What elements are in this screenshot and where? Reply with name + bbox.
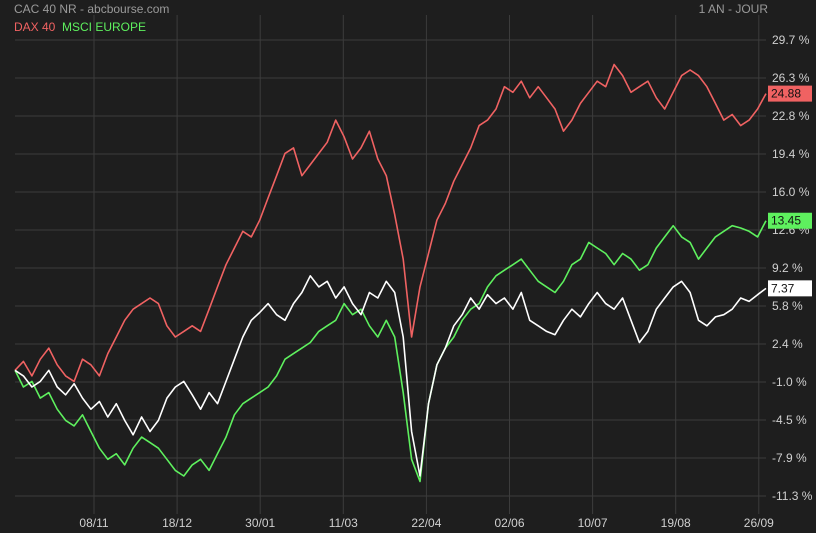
y-tick-label: 22.8 %	[772, 109, 810, 123]
y-axis-tick-labels: 29.7 %26.3 %22.8 %19.4 %16.0 %12.6 %9.2 …	[772, 33, 813, 503]
x-tick-label: 10/07	[578, 516, 608, 530]
y-tick-label: -1.0 %	[772, 375, 807, 389]
y-tick-label: 29.7 %	[772, 33, 810, 47]
x-tick-label: 08/11	[79, 516, 108, 530]
y-tick-label: 2.4 %	[772, 337, 803, 351]
series-line-1	[14, 63, 767, 383]
series-line-2	[14, 220, 767, 483]
last-value-badge-0: 7.37	[768, 280, 812, 297]
grid-lines	[15, 15, 766, 514]
last-value-badge-1: 24.88	[768, 85, 812, 102]
x-tick-label: 22/04	[411, 516, 441, 530]
last-value-label: 24.88	[771, 87, 801, 101]
x-axis-tick-labels: 08/11 18/12 30/01 11/03 22/04 02/06 10/07 19/08…	[79, 516, 774, 530]
y-tick-label: -11.3 %	[772, 489, 813, 503]
y-tick-label: 5.8 %	[772, 299, 803, 313]
legend-dax: DAX 40	[14, 20, 56, 34]
x-tick-label: 30/01	[245, 516, 275, 530]
y-tick-label: -7.9 %	[772, 451, 807, 465]
series-lines	[14, 63, 767, 483]
y-tick-label: 19.4 %	[772, 147, 810, 161]
y-tick-label: 9.2 %	[772, 261, 803, 275]
x-tick-label: 19/08	[661, 516, 691, 530]
y-tick-label: 26.3 %	[772, 71, 810, 85]
last-value-labels: 24.88 13.45 7.37	[768, 85, 812, 297]
last-value-label: 7.37	[771, 281, 795, 295]
x-tick-label: 18/12	[162, 516, 192, 530]
series-line-0	[14, 274, 767, 477]
last-value-label: 13.45	[771, 214, 801, 228]
chart-title: CAC 40 NR - abcbourse.com	[14, 2, 170, 16]
y-tick-label: -4.5 %	[772, 413, 807, 427]
period-label: 1 AN - JOUR	[698, 2, 768, 16]
x-tick-label: 26/09	[744, 516, 774, 530]
last-value-badge-2: 13.45	[768, 212, 812, 229]
x-tick-label: 11/03	[329, 516, 358, 530]
x-tick-label: 02/06	[494, 516, 524, 530]
legend-msci: MSCI EUROPE	[62, 20, 147, 34]
y-tick-label: 16.0 %	[772, 185, 810, 199]
